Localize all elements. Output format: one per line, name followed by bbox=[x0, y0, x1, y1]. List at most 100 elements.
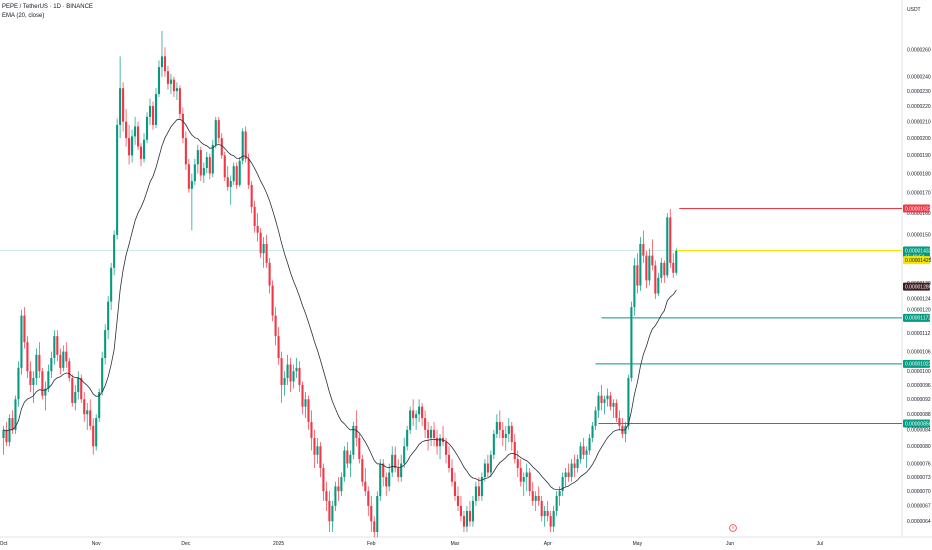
candle-body bbox=[50, 358, 53, 372]
candle-body bbox=[412, 410, 415, 419]
time-tick-label: Oct bbox=[0, 541, 8, 547]
candle-body bbox=[29, 371, 32, 385]
candle-body bbox=[250, 184, 253, 207]
candle-body bbox=[406, 429, 409, 447]
candle-body bbox=[573, 463, 576, 468]
candle-body bbox=[645, 255, 648, 281]
price-tick-label: 0.0000260 bbox=[907, 48, 931, 54]
candle-body bbox=[489, 454, 492, 473]
candle-body bbox=[41, 371, 44, 396]
candle-body bbox=[660, 262, 663, 278]
candle-body bbox=[157, 67, 161, 95]
candle-body bbox=[453, 481, 457, 497]
time-tick-label: Nov bbox=[92, 541, 101, 547]
candle-body bbox=[98, 392, 101, 419]
candle-body bbox=[104, 330, 107, 359]
candle-body bbox=[166, 71, 169, 84]
horizontal-levels[interactable] bbox=[0, 208, 902, 425]
candle-body bbox=[456, 496, 460, 506]
candle-body bbox=[579, 446, 582, 460]
ema-line-group bbox=[3, 118, 677, 491]
candle-body bbox=[450, 467, 454, 482]
candle-body bbox=[498, 421, 501, 430]
candle-body bbox=[80, 378, 83, 400]
candle-body bbox=[355, 425, 358, 438]
ema-line bbox=[3, 118, 677, 491]
candle-body bbox=[56, 336, 59, 355]
candle-body bbox=[358, 437, 361, 460]
candle-body bbox=[394, 454, 397, 468]
candle-body bbox=[418, 406, 421, 415]
price-tick-label: 0.0000096 bbox=[907, 383, 931, 389]
candle-body bbox=[134, 126, 137, 137]
candle-body bbox=[495, 421, 498, 434]
candle-body bbox=[304, 399, 307, 407]
candle-body bbox=[32, 378, 35, 385]
candle-body bbox=[241, 131, 244, 161]
price-tick-label: 0.0000120 bbox=[907, 308, 931, 314]
price-tags: 0.00001622 0.00001172 0.00001022 0.00000856… bbox=[903, 204, 932, 428]
candle-body bbox=[349, 454, 352, 464]
candle-body bbox=[340, 477, 343, 492]
candle-body bbox=[666, 217, 669, 276]
time-tick-label: 2025 bbox=[273, 541, 284, 547]
candle-body bbox=[669, 217, 672, 263]
candle-body bbox=[196, 150, 199, 165]
candle-body bbox=[513, 442, 516, 460]
currency-label: USDT bbox=[907, 7, 921, 13]
candle-body bbox=[202, 167, 205, 176]
candle-body bbox=[59, 354, 62, 368]
alert-marker[interactable] bbox=[729, 524, 737, 532]
candle-body bbox=[310, 421, 313, 438]
candle-body bbox=[651, 255, 654, 266]
candle-body bbox=[238, 160, 241, 185]
price-tick-label: 0.0000073 bbox=[907, 475, 931, 481]
candle-body bbox=[675, 250, 678, 273]
candle-body bbox=[444, 442, 448, 455]
candle-body bbox=[672, 262, 675, 273]
candle-body bbox=[501, 429, 504, 438]
candle-body bbox=[328, 500, 331, 522]
candle-body bbox=[447, 454, 451, 468]
candle-body bbox=[23, 315, 26, 343]
time-tick-label: Mar bbox=[451, 541, 460, 547]
candle-body bbox=[307, 399, 310, 422]
candle-body bbox=[316, 446, 319, 455]
candle-body bbox=[438, 437, 442, 447]
ema-price-tag: 0.00001286 bbox=[905, 284, 932, 290]
alert-icon[interactable] bbox=[729, 524, 737, 532]
candle-body bbox=[280, 358, 283, 385]
candle-body bbox=[14, 399, 17, 430]
price-tick-label: 0.0000240 bbox=[907, 75, 931, 81]
candle-body bbox=[630, 307, 633, 379]
candle-body bbox=[122, 88, 125, 122]
candle-body bbox=[163, 56, 167, 72]
candle-body bbox=[77, 378, 80, 393]
candle-body bbox=[244, 131, 247, 159]
candle-body bbox=[232, 166, 235, 182]
candle-body bbox=[205, 157, 208, 168]
candle-body bbox=[89, 410, 92, 426]
candle-body bbox=[172, 79, 175, 92]
candle-body bbox=[20, 315, 23, 368]
support-2-price-tag-bg bbox=[903, 359, 930, 368]
candle-body bbox=[301, 384, 304, 407]
candle-body bbox=[591, 425, 594, 438]
candle-body bbox=[415, 414, 418, 419]
candle-body bbox=[636, 265, 639, 286]
candle-body bbox=[26, 342, 29, 372]
resistance-price-tag-bg bbox=[903, 204, 930, 213]
candle-body bbox=[430, 429, 433, 438]
candle-body bbox=[283, 378, 286, 385]
candle-body bbox=[397, 467, 400, 478]
candle-body bbox=[265, 243, 268, 263]
candle-body bbox=[187, 164, 190, 189]
candle-body bbox=[471, 500, 474, 522]
candle-body bbox=[367, 491, 370, 506]
support-3-price-tag: 0.00000856 bbox=[905, 421, 932, 427]
price-tick-label: 0.0000067 bbox=[907, 504, 931, 510]
candle-body bbox=[388, 472, 391, 487]
candle-body bbox=[139, 146, 143, 159]
candle-body bbox=[184, 138, 187, 165]
